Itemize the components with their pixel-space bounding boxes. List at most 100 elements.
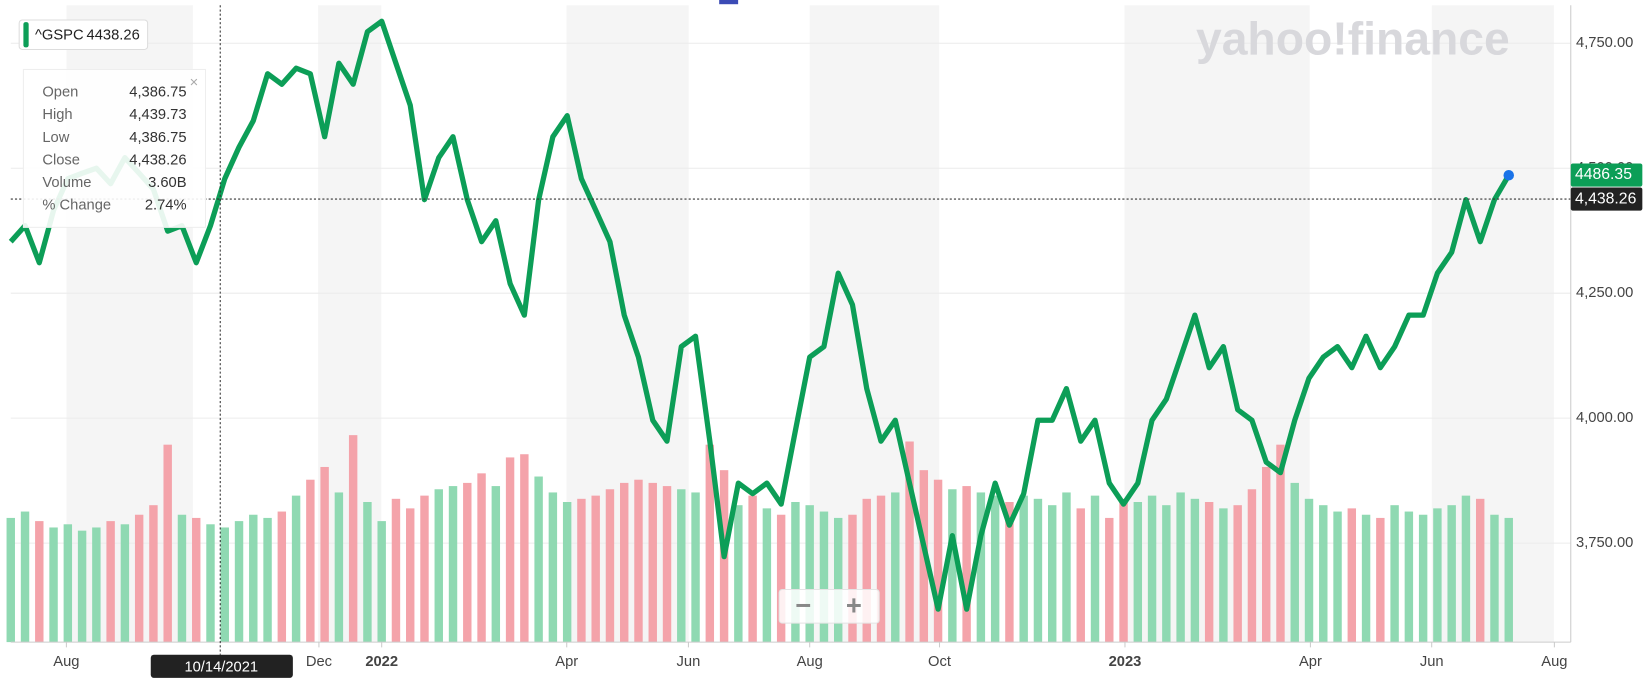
volume-bar xyxy=(1119,498,1128,643)
volume-bar xyxy=(862,498,871,643)
volume-bar xyxy=(234,521,244,643)
volume-bars xyxy=(6,435,1513,643)
tooltip-label: Open xyxy=(42,85,78,101)
tooltip-value: 3.60B xyxy=(148,175,187,191)
volume-bar xyxy=(1219,508,1228,643)
tooltip-value: 4,386.75 xyxy=(129,130,186,146)
volume-bar xyxy=(92,527,101,643)
tooltip-label: High xyxy=(42,107,72,123)
volume-bar xyxy=(762,508,772,643)
legend-swatch xyxy=(23,22,29,48)
volume-bar xyxy=(1475,498,1485,643)
volume-bar xyxy=(192,517,201,643)
volume-bar xyxy=(962,486,971,643)
volume-bar xyxy=(1162,505,1171,643)
volume-bar xyxy=(1033,498,1043,643)
tooltip-close[interactable]: × xyxy=(190,75,199,91)
volume-bar xyxy=(291,495,301,643)
volume-bar xyxy=(1147,495,1157,643)
zoom-controls[interactable]: − + xyxy=(778,588,880,624)
volume-bar xyxy=(848,514,857,643)
volume-bar xyxy=(548,492,558,643)
volume-bar xyxy=(1447,505,1456,643)
tooltip-value: 2.74% xyxy=(145,198,187,214)
volume-bar xyxy=(791,502,800,643)
volume-bar xyxy=(1005,502,1014,643)
legend-box xyxy=(18,19,149,50)
volume-bar xyxy=(1404,511,1414,643)
y-tick-label: 3,750.00 xyxy=(1576,535,1633,551)
volume-bar xyxy=(263,517,272,643)
y-tick-label: 4,750.00 xyxy=(1576,35,1633,51)
x-tick-label: Oct xyxy=(928,654,951,670)
volume-bar xyxy=(35,521,44,643)
volume-bar xyxy=(1019,495,1028,643)
volume-bar xyxy=(320,466,329,643)
x-tick-label: Aug xyxy=(797,654,823,670)
volume-bar xyxy=(1048,505,1057,643)
volume-bar xyxy=(1433,508,1442,643)
zoom-in[interactable]: + xyxy=(846,590,862,621)
volume-bar xyxy=(177,514,187,643)
tooltip-value: 4,438.26 xyxy=(129,152,186,168)
volume-bar xyxy=(277,511,287,643)
tooltip-label: % Change xyxy=(42,198,111,214)
volume-bar xyxy=(334,492,344,643)
volume-bar xyxy=(377,521,386,643)
volume-bar xyxy=(1490,514,1499,643)
volume-bar xyxy=(149,505,158,643)
volume-bar xyxy=(948,489,957,643)
volume-bar xyxy=(1233,505,1242,643)
zoom-box xyxy=(778,588,880,624)
volume-bar xyxy=(505,457,515,643)
volume-bar xyxy=(6,517,15,643)
volume-bar xyxy=(562,502,572,643)
volume-bar xyxy=(120,524,130,643)
zoom-out[interactable]: − xyxy=(795,590,811,621)
volume-bar xyxy=(1261,466,1271,643)
y-tick-label: 4,250.00 xyxy=(1576,285,1633,301)
volume-bar xyxy=(163,444,172,643)
volume-bar xyxy=(106,521,115,643)
volume-bar xyxy=(605,489,615,643)
volume-bar xyxy=(448,486,458,643)
volume-bar xyxy=(348,435,358,643)
tooltip-value: 4,439.73 xyxy=(129,107,186,123)
volume-bar xyxy=(905,441,914,643)
volume-bar xyxy=(1076,508,1085,643)
volume-bar xyxy=(220,527,229,643)
volume-bar xyxy=(391,498,401,643)
volume-bar xyxy=(1276,444,1285,643)
volume-bar xyxy=(834,517,843,643)
volume-bar xyxy=(420,495,429,643)
volume-bar xyxy=(620,482,629,643)
volume-bar xyxy=(1333,511,1342,643)
volume-bar xyxy=(534,476,543,643)
volume-bar xyxy=(206,524,215,643)
volume-bar xyxy=(705,444,715,643)
tooltip-box xyxy=(22,68,207,228)
crosshair-date: 10/14/2021 xyxy=(184,659,258,675)
tooltip-label: Volume xyxy=(42,175,91,191)
volume-bar xyxy=(1204,502,1214,643)
volume-bar xyxy=(406,508,415,643)
volume-bar xyxy=(805,505,814,643)
x-tick-label: Jun xyxy=(1420,654,1444,670)
legend: ^GSPC 4438.26 xyxy=(18,19,149,50)
volume-bar xyxy=(1361,514,1371,643)
volume-bar xyxy=(1347,508,1357,643)
x-tick-label: 2022 xyxy=(365,654,398,670)
x-tick-label: Aug xyxy=(1541,654,1567,670)
volume-bar xyxy=(677,489,686,643)
volume-bar xyxy=(1319,505,1328,643)
legend-value: 4438.26 xyxy=(87,28,140,44)
volume-bar xyxy=(520,454,529,643)
tooltip-label: Close xyxy=(42,152,80,168)
volume-bar xyxy=(1418,514,1428,643)
tooltip-value: 4,386.75 xyxy=(129,85,186,101)
volume-bar xyxy=(990,495,1000,643)
volume-bar xyxy=(1304,498,1314,643)
x-tick-label: Jun xyxy=(677,654,701,670)
volume-bar xyxy=(734,505,743,643)
